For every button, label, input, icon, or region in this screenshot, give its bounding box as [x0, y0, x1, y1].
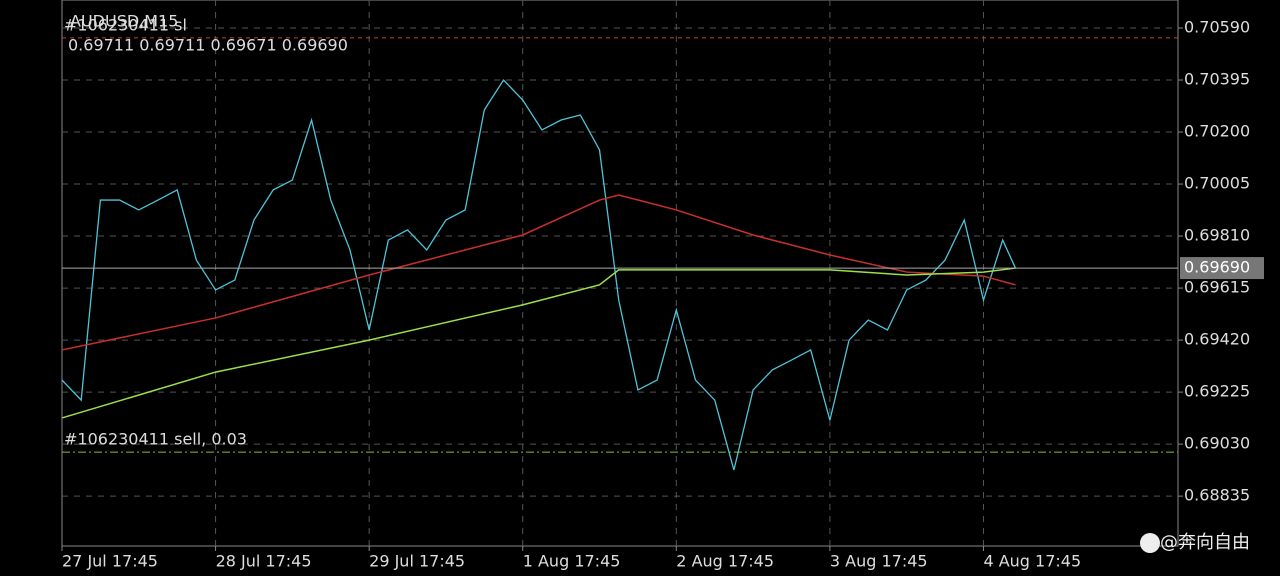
current-price-label: 0.69690: [1184, 258, 1250, 277]
y-tick-label: 0.69615: [1184, 278, 1250, 297]
current-price-box: [1180, 257, 1264, 280]
watermark-icon: [1140, 533, 1160, 553]
watermark: @奔向自由: [1140, 532, 1250, 553]
x-tick-label: 1 Aug 17:45: [523, 552, 621, 571]
y-tick-label: 0.70005: [1184, 174, 1250, 193]
price-line: [61, 194, 1016, 351]
price-line: [61, 267, 1016, 419]
price-line: [61, 78, 1017, 471]
x-tick-label: 28 Jul 17:45: [216, 552, 312, 571]
y-tick-label: 0.70200: [1184, 122, 1250, 141]
order-label: #106230411 sell, 0.03: [64, 430, 247, 449]
order-label: #106230411 sl: [64, 15, 187, 34]
watermark-text: @奔向自由: [1160, 532, 1250, 553]
chart-title: AUDUSD,M15: [70, 12, 178, 31]
y-tick-label: 0.69810: [1184, 226, 1250, 245]
y-tick-label: 0.70395: [1184, 70, 1250, 89]
y-tick-label: 0.69225: [1184, 382, 1250, 401]
y-tick-label: 0.68835: [1184, 486, 1250, 505]
ohlc-text: 0.69711 0.69711 0.69671 0.69690: [68, 36, 348, 55]
y-tick-label: 0.70590: [1184, 18, 1250, 37]
plot-frame: [61, 0, 1179, 547]
y-tick-label: 0.69030: [1184, 434, 1250, 453]
y-tick-label: 0.69420: [1184, 330, 1250, 349]
x-tick-label: 29 Jul 17:45: [369, 552, 465, 571]
x-tick-label: 27 Jul 17:45: [62, 552, 158, 571]
x-tick-label: 4 Aug 17:45: [983, 552, 1081, 571]
x-tick-label: 3 Aug 17:45: [830, 552, 928, 571]
x-tick-label: 2 Aug 17:45: [676, 552, 774, 571]
